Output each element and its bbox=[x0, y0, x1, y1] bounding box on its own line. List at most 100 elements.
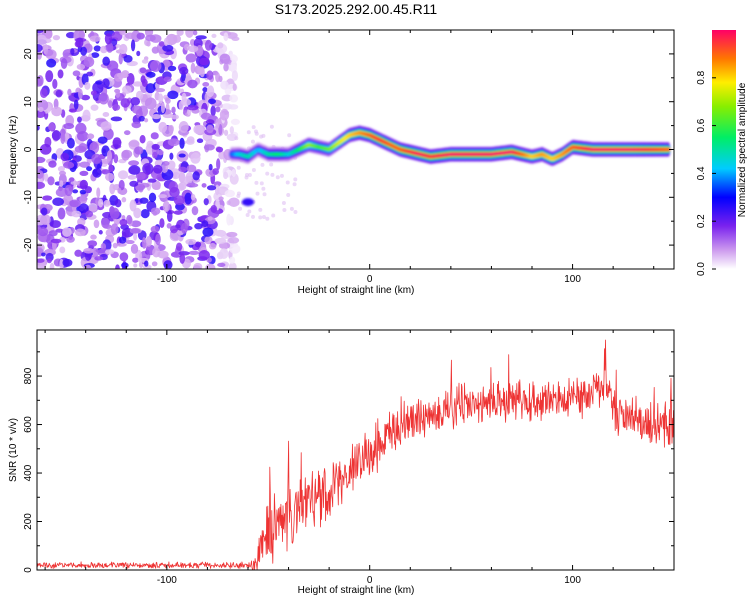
noise-blob bbox=[74, 228, 86, 237]
noise-blob bbox=[261, 215, 266, 220]
noise-blob bbox=[119, 43, 128, 55]
noise-blob bbox=[128, 165, 141, 175]
noise-blob bbox=[217, 262, 226, 268]
noise-blob bbox=[103, 128, 114, 140]
noise-blob bbox=[134, 146, 144, 155]
noise-blob bbox=[226, 231, 238, 238]
noise-blob bbox=[144, 97, 157, 110]
noise-blob bbox=[37, 30, 44, 34]
noise-blob bbox=[123, 55, 133, 63]
noise-blob bbox=[223, 63, 229, 72]
noise-blob bbox=[98, 230, 103, 235]
noise-blob bbox=[293, 210, 298, 215]
noise-blob bbox=[201, 183, 207, 188]
snr-series-line bbox=[37, 339, 674, 570]
colorbar-tick-label: 0.8 bbox=[696, 70, 707, 84]
noise-blob bbox=[121, 150, 130, 161]
noise-blob bbox=[269, 124, 274, 129]
noise-blob bbox=[179, 66, 189, 75]
noise-blob bbox=[85, 186, 92, 194]
noise-blob bbox=[204, 39, 213, 51]
noise-blob bbox=[78, 88, 83, 100]
noise-blob bbox=[41, 252, 46, 257]
noise-blob bbox=[206, 185, 217, 191]
noise-blob bbox=[103, 199, 111, 207]
noise-blob bbox=[90, 234, 97, 240]
noise-blob bbox=[74, 249, 83, 257]
noise-blob bbox=[95, 80, 103, 85]
noise-blob bbox=[118, 179, 125, 191]
noise-blob bbox=[59, 170, 66, 176]
noise-blob bbox=[261, 133, 266, 138]
noise-blob bbox=[202, 87, 208, 93]
noise-blob bbox=[79, 195, 88, 205]
noise-blob bbox=[213, 181, 222, 187]
noise-blob bbox=[234, 136, 239, 141]
noise-blob bbox=[228, 262, 237, 269]
noise-blob bbox=[86, 71, 94, 77]
y-tick-label: 20 bbox=[23, 48, 34, 60]
noise-blob bbox=[271, 213, 276, 218]
noise-blob bbox=[84, 81, 91, 90]
noise-blob bbox=[198, 57, 210, 66]
noise-blob bbox=[167, 65, 177, 72]
noise-blob bbox=[40, 207, 48, 216]
noise-blob bbox=[55, 89, 63, 98]
noise-blob bbox=[70, 180, 79, 185]
noise-blob bbox=[178, 100, 184, 111]
noise-blob bbox=[218, 196, 224, 201]
noise-blob bbox=[214, 237, 227, 244]
noise-blob bbox=[250, 139, 255, 144]
noise-blob bbox=[37, 109, 46, 118]
noise-blob bbox=[260, 162, 265, 167]
noise-blob bbox=[100, 121, 112, 131]
noise-blob bbox=[293, 177, 298, 182]
x-tick-label: -100 bbox=[157, 575, 177, 586]
noise-blob bbox=[173, 34, 181, 43]
noise-blob bbox=[193, 124, 204, 135]
noise-blob bbox=[79, 161, 91, 168]
noise-blob bbox=[113, 154, 119, 164]
noise-blob bbox=[157, 176, 164, 182]
noise-blob bbox=[37, 264, 45, 269]
noise-blob bbox=[218, 75, 223, 83]
noise-blob bbox=[133, 207, 142, 219]
noise-blob bbox=[115, 90, 121, 98]
noise-blob bbox=[145, 83, 156, 94]
noise-blob bbox=[60, 132, 66, 145]
noise-blob bbox=[126, 214, 133, 225]
noise-blob bbox=[167, 90, 179, 100]
spectrogram-x-axis-label: Height of straight line (km) bbox=[298, 285, 415, 296]
noise-blob bbox=[117, 187, 122, 194]
noise-blob bbox=[210, 204, 218, 213]
noise-blob bbox=[130, 243, 139, 254]
snr-panel: -100 0 100 0 200 400 600 800 Height of straigh… bbox=[8, 329, 675, 596]
noise-blob bbox=[91, 153, 102, 165]
noise-blob bbox=[158, 41, 165, 47]
noise-blob bbox=[125, 240, 135, 245]
noise-blob bbox=[73, 99, 79, 110]
x-tick-label: 0 bbox=[367, 575, 373, 586]
noise-blob bbox=[93, 45, 101, 52]
noise-blob bbox=[206, 124, 214, 134]
noise-blob bbox=[50, 220, 62, 228]
noise-blob bbox=[190, 152, 201, 164]
noise-blob bbox=[39, 143, 52, 155]
noise-blob bbox=[69, 199, 81, 208]
noise-blob bbox=[77, 217, 86, 227]
noise-blob bbox=[37, 125, 40, 131]
noise-blob bbox=[285, 180, 290, 185]
noise-blob bbox=[73, 30, 86, 41]
noise-blob bbox=[183, 43, 190, 51]
noise-blob bbox=[207, 216, 213, 221]
noise-blob bbox=[100, 243, 107, 250]
noise-blob bbox=[169, 231, 181, 242]
noise-blob bbox=[116, 72, 129, 79]
noise-blob bbox=[186, 182, 199, 188]
noise-blob bbox=[231, 169, 236, 177]
noise-blob bbox=[102, 112, 110, 117]
noise-blob bbox=[87, 240, 98, 247]
noise-blob bbox=[119, 30, 127, 36]
noise-blob bbox=[162, 160, 170, 166]
noise-blob bbox=[150, 60, 162, 72]
